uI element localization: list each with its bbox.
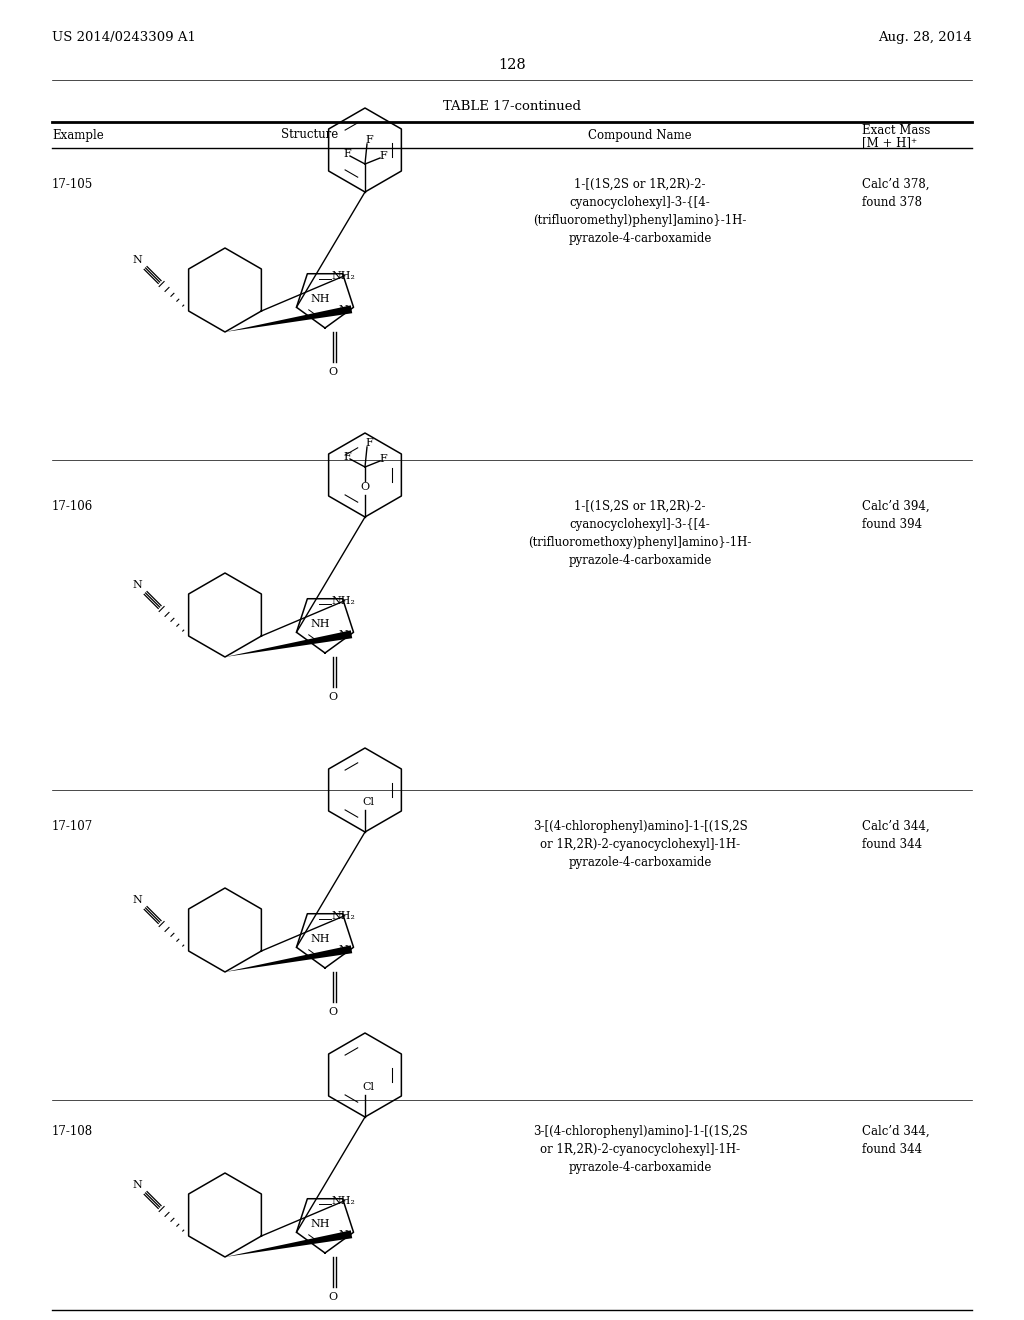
Text: F: F	[366, 438, 373, 447]
Text: Cl: Cl	[362, 1082, 374, 1092]
Text: N: N	[339, 945, 348, 956]
Text: Cl: Cl	[362, 797, 374, 807]
Polygon shape	[225, 1230, 352, 1257]
Text: 17-108: 17-108	[52, 1125, 93, 1138]
Text: NH: NH	[310, 619, 330, 630]
Text: NH₂: NH₂	[332, 595, 355, 606]
Text: Compound Name: Compound Name	[588, 128, 692, 141]
Text: Calc’d 378,
found 378: Calc’d 378, found 378	[862, 178, 930, 209]
Text: O: O	[329, 367, 338, 378]
Text: 17-105: 17-105	[52, 178, 93, 191]
Text: 3-[(4-chlorophenyl)amino]-1-[(1S,2S
or 1R,2R)-2-cyanocyclohexyl]-1H-
pyrazole-4-: 3-[(4-chlorophenyl)amino]-1-[(1S,2S or 1…	[532, 820, 748, 869]
Text: N: N	[133, 579, 142, 590]
Text: F: F	[379, 454, 387, 465]
Text: 17-106: 17-106	[52, 500, 93, 513]
Text: N: N	[133, 255, 142, 265]
Text: NH₂: NH₂	[332, 911, 355, 921]
Text: Calc’d 344,
found 344: Calc’d 344, found 344	[862, 820, 930, 851]
Text: 128: 128	[498, 58, 526, 73]
Polygon shape	[225, 305, 352, 333]
Text: N: N	[133, 1180, 142, 1191]
Text: F: F	[343, 451, 351, 462]
Text: Calc’d 394,
found 394: Calc’d 394, found 394	[862, 500, 930, 531]
Polygon shape	[225, 631, 352, 657]
Text: 1-[(1S,2S or 1R,2R)-2-
cyanocyclohexyl]-3-{[4-
(trifluoromethyl)phenyl]amino}-1H: 1-[(1S,2S or 1R,2R)-2- cyanocyclohexyl]-…	[534, 178, 746, 246]
Text: O: O	[329, 692, 338, 702]
Text: N: N	[133, 895, 142, 906]
Text: O: O	[329, 1007, 338, 1016]
Text: TABLE 17-continued: TABLE 17-continued	[443, 100, 581, 114]
Text: F: F	[366, 135, 373, 145]
Text: [M + H]⁺: [M + H]⁺	[862, 136, 918, 149]
Text: N: N	[339, 630, 348, 640]
Text: O: O	[329, 1292, 338, 1302]
Text: N: N	[339, 305, 348, 315]
Text: 17-107: 17-107	[52, 820, 93, 833]
Text: F: F	[379, 150, 387, 161]
Polygon shape	[225, 945, 352, 972]
Text: O: O	[360, 482, 370, 492]
Text: Example: Example	[52, 128, 103, 141]
Text: 1-[(1S,2S or 1R,2R)-2-
cyanocyclohexyl]-3-{[4-
(trifluoromethoxy)phenyl]amino}-1: 1-[(1S,2S or 1R,2R)-2- cyanocyclohexyl]-…	[528, 500, 752, 568]
Text: Structure: Structure	[282, 128, 339, 141]
Text: 3-[(4-chlorophenyl)amino]-1-[(1S,2S
or 1R,2R)-2-cyanocyclohexyl]-1H-
pyrazole-4-: 3-[(4-chlorophenyl)amino]-1-[(1S,2S or 1…	[532, 1125, 748, 1173]
Text: NH: NH	[310, 294, 330, 305]
Text: NH₂: NH₂	[332, 271, 355, 281]
Text: NH₂: NH₂	[332, 1196, 355, 1205]
Text: Exact Mass: Exact Mass	[862, 124, 931, 137]
Text: NH: NH	[310, 935, 330, 944]
Text: Calc’d 344,
found 344: Calc’d 344, found 344	[862, 1125, 930, 1156]
Text: N: N	[339, 1230, 348, 1241]
Text: Aug. 28, 2014: Aug. 28, 2014	[879, 32, 972, 45]
Text: US 2014/0243309 A1: US 2014/0243309 A1	[52, 32, 196, 45]
Text: F: F	[343, 149, 351, 158]
Text: NH: NH	[310, 1220, 330, 1229]
